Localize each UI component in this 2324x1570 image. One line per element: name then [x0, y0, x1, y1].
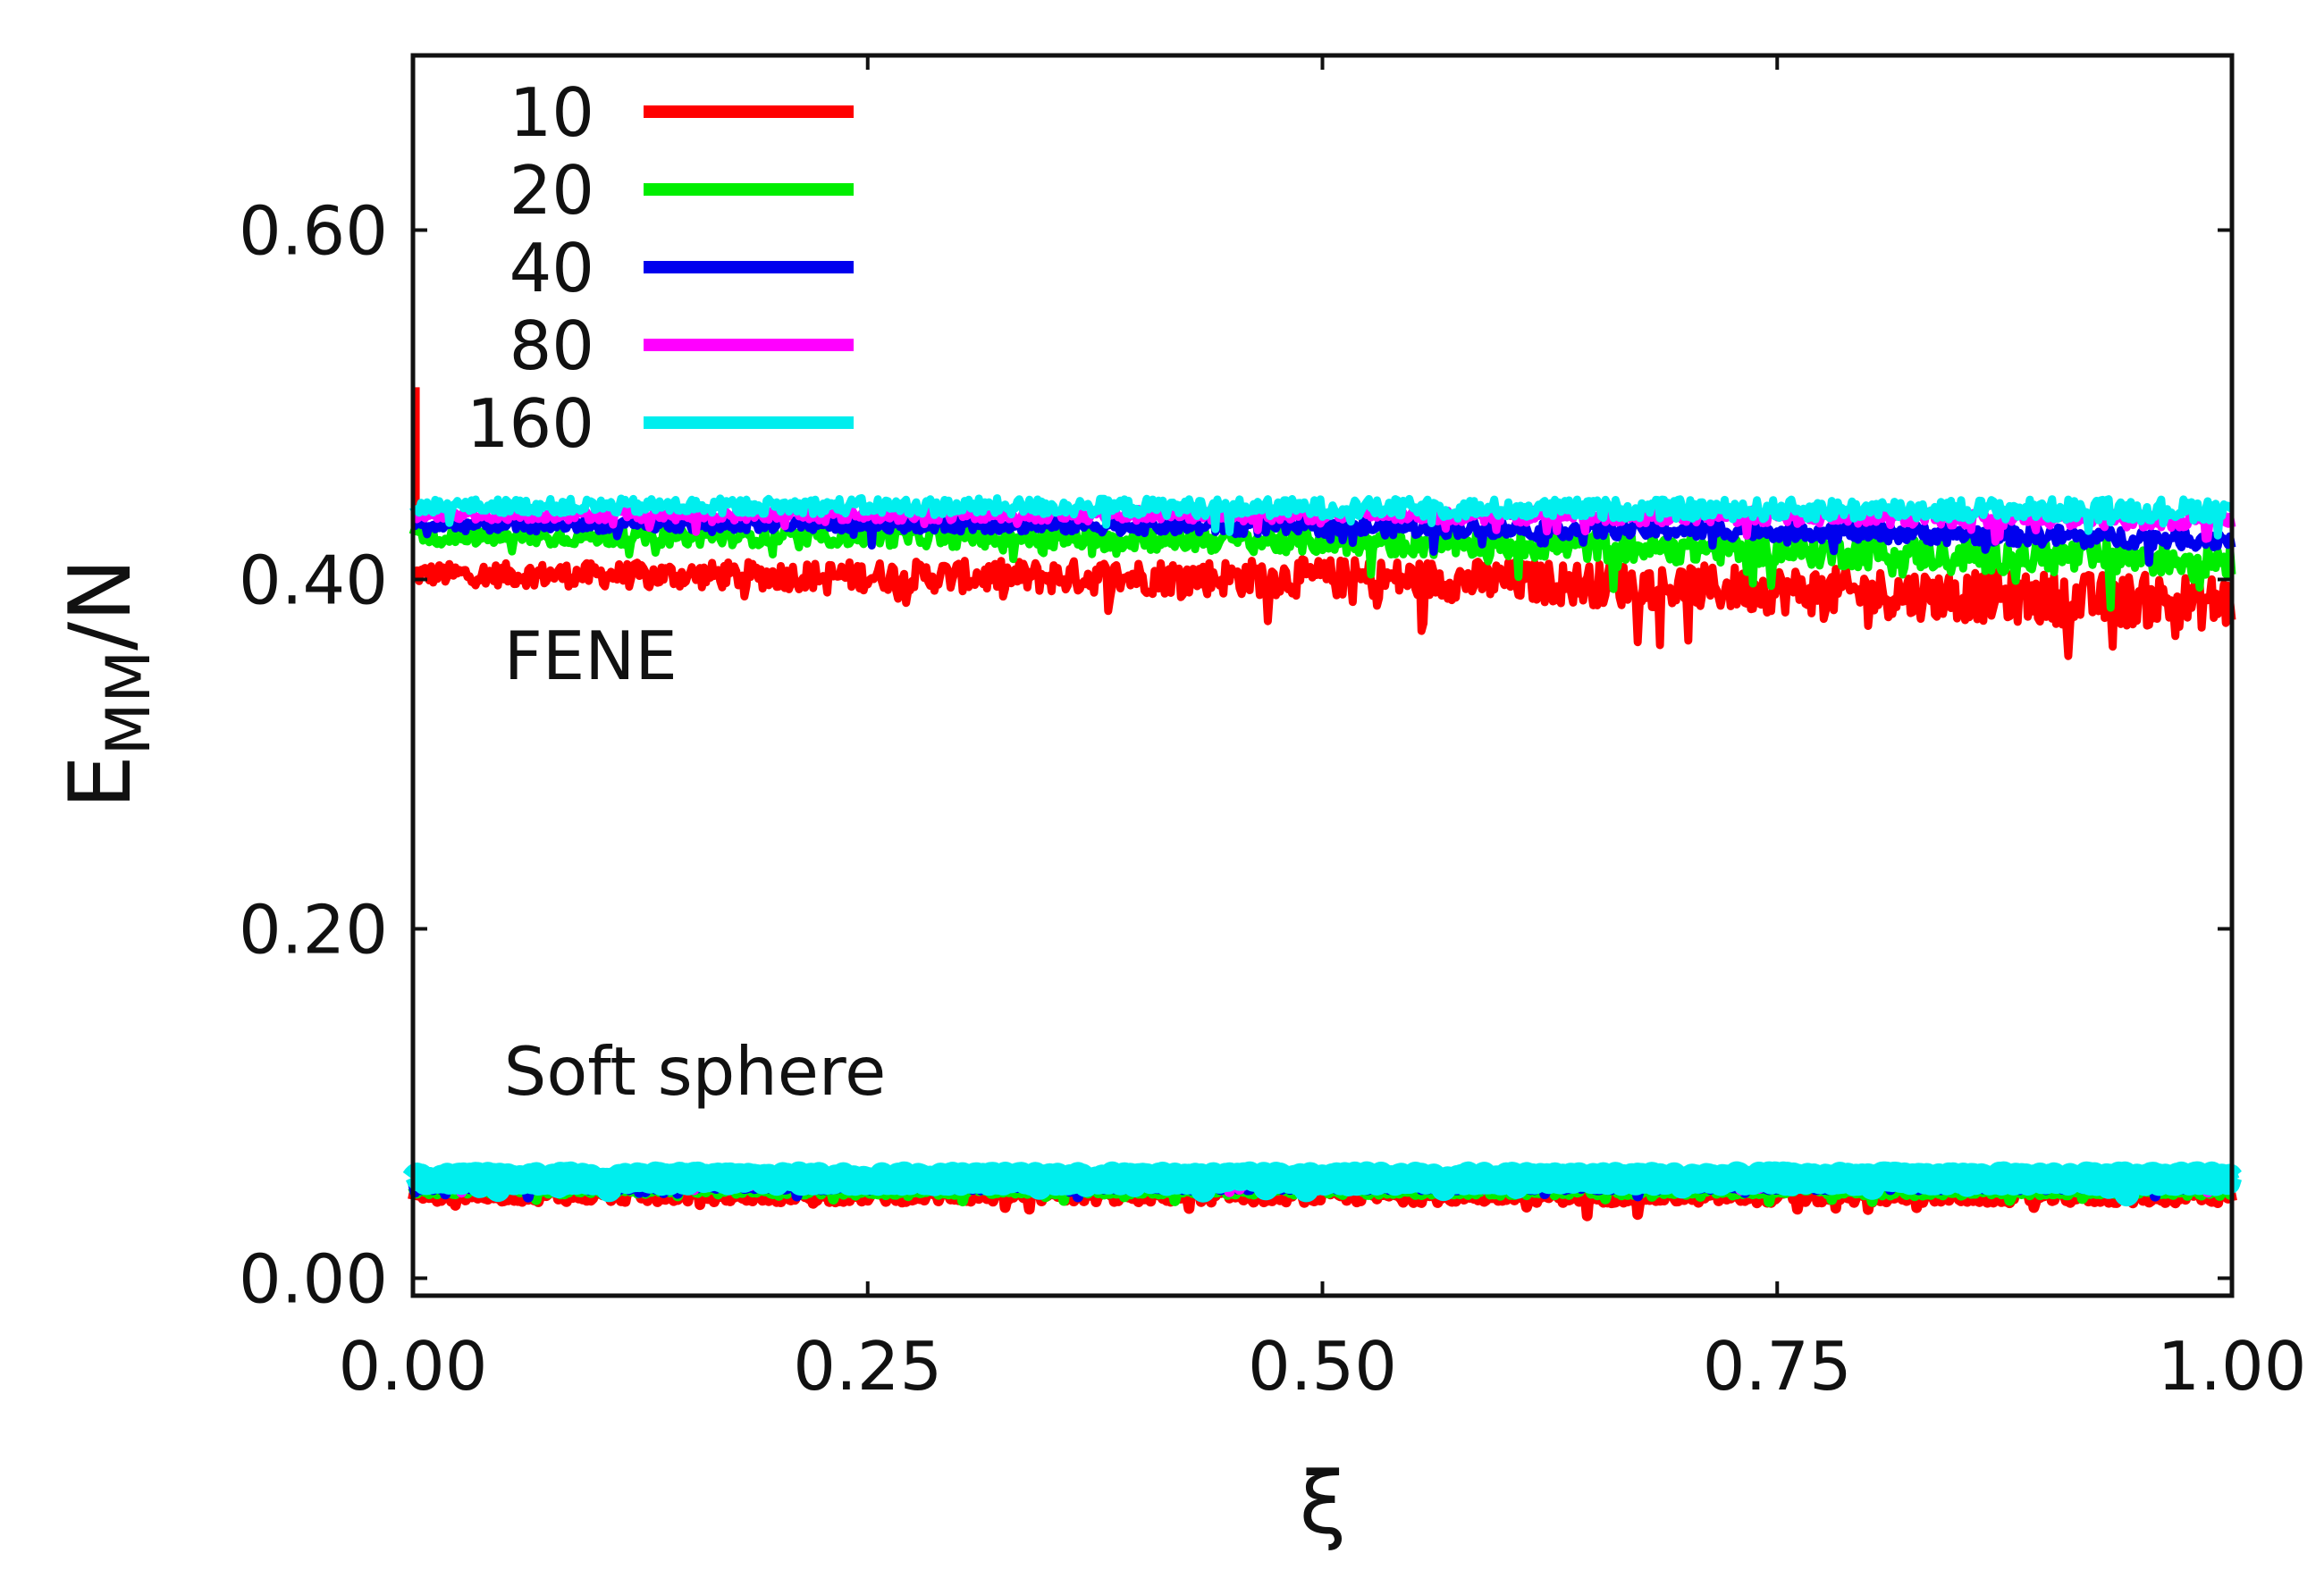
x-tick-label: 0.00	[339, 1327, 488, 1406]
y-axis-label-suffix: /N	[52, 558, 150, 651]
x-tick-label: 0.25	[793, 1327, 942, 1406]
legend-item-80: 80	[509, 306, 854, 385]
y-tick-label: 0.40	[239, 541, 388, 619]
legend-label: 160	[467, 384, 594, 463]
ticks-layer: 0.00 0.25 0.50 0.75 1.00 0.00 0.20 0.40 0.60	[239, 55, 2307, 1406]
legend-item-20: 20	[509, 151, 854, 230]
y-axis-label: EMM/N	[52, 558, 164, 809]
x-tick-label: 1.00	[2158, 1327, 2307, 1406]
y-tick-label: 0.60	[239, 191, 388, 270]
annotations: FENE Soft sphere	[504, 617, 887, 1111]
series-layer	[402, 387, 2243, 1222]
series-160-fene-line	[409, 494, 2235, 540]
x-tick-label: 0.75	[1703, 1327, 1852, 1406]
series-10-fene-line	[410, 555, 2236, 660]
y-tick-label: 0.20	[239, 890, 388, 969]
y-tick-label: 0.00	[239, 1239, 388, 1318]
legend-label: 20	[509, 151, 594, 230]
series-160	[402, 494, 2243, 1207]
annotation-label: FENE	[504, 617, 678, 695]
y-axis-label-sub: MM	[94, 651, 164, 755]
legend-item-10: 10	[509, 73, 854, 152]
series-160-soft-line	[402, 1161, 2243, 1207]
svg-text:EMM/N: EMM/N	[52, 558, 164, 809]
annotation-label: Soft sphere	[504, 1032, 887, 1111]
legend-label: 40	[509, 229, 594, 307]
x-axis-label: ξ	[1300, 1455, 1347, 1553]
legend-item-160: 160	[467, 384, 854, 463]
legend-item-40: 40	[509, 229, 854, 307]
x-tick-label: 0.50	[1248, 1327, 1397, 1406]
y-axis-label-main: E	[52, 755, 150, 809]
legend-label: 10	[509, 73, 594, 152]
legend-label: 80	[509, 306, 594, 385]
